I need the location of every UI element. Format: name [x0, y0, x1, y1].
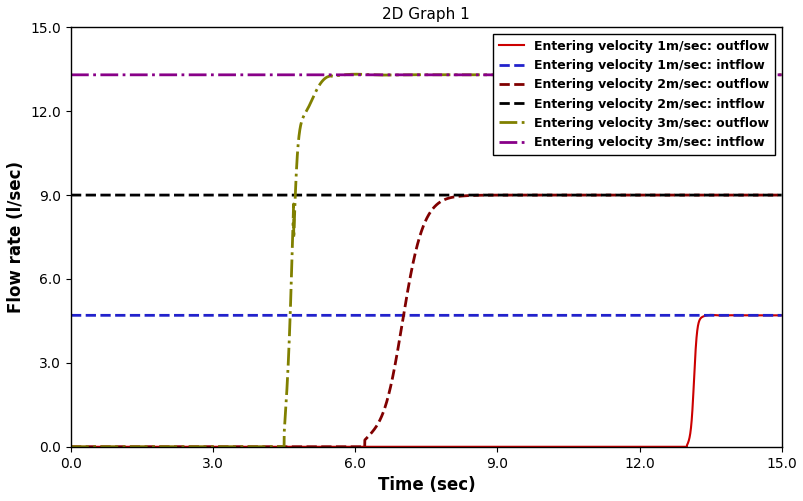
Entering velocity 3m/sec: intflow: (9, 13.3): intflow: (9, 13.3)	[491, 72, 501, 78]
Entering velocity 1m/sec: intflow: (11.2, 4.7): intflow: (11.2, 4.7)	[596, 312, 605, 318]
Entering velocity 3m/sec: outflow: (12.3, 13.3): outflow: (12.3, 13.3)	[650, 72, 659, 78]
Entering velocity 3m/sec: intflow: (12.3, 13.3): intflow: (12.3, 13.3)	[650, 72, 659, 78]
Entering velocity 3m/sec: outflow: (6.01, 13.3): outflow: (6.01, 13.3)	[351, 71, 361, 77]
Title: 2D Graph 1: 2D Graph 1	[382, 7, 470, 22]
Entering velocity 1m/sec: outflow: (2.72, 0): outflow: (2.72, 0)	[195, 444, 205, 450]
Entering velocity 3m/sec: intflow: (15, 13.3): intflow: (15, 13.3)	[776, 72, 785, 78]
Entering velocity 1m/sec: intflow: (15, 4.7): intflow: (15, 4.7)	[776, 312, 785, 318]
Entering velocity 1m/sec: intflow: (9, 4.7): intflow: (9, 4.7)	[491, 312, 501, 318]
Line: Entering velocity 3m/sec: outflow: Entering velocity 3m/sec: outflow	[71, 74, 781, 447]
Entering velocity 2m/sec: outflow: (0, 0): outflow: (0, 0)	[66, 444, 75, 450]
Entering velocity 3m/sec: intflow: (0, 13.3): intflow: (0, 13.3)	[66, 72, 75, 78]
Entering velocity 2m/sec: intflow: (11.2, 9): intflow: (11.2, 9)	[596, 192, 605, 198]
Entering velocity 2m/sec: intflow: (15, 9): intflow: (15, 9)	[776, 192, 785, 198]
Entering velocity 1m/sec: intflow: (9.75, 4.7): intflow: (9.75, 4.7)	[528, 312, 537, 318]
Entering velocity 1m/sec: outflow: (5.73, 0): outflow: (5.73, 0)	[337, 444, 347, 450]
Entering velocity 2m/sec: outflow: (12.3, 9): outflow: (12.3, 9)	[650, 192, 659, 198]
Entering velocity 3m/sec: outflow: (9, 13.3): outflow: (9, 13.3)	[492, 72, 502, 78]
Line: Entering velocity 1m/sec: outflow: Entering velocity 1m/sec: outflow	[71, 315, 781, 447]
Entering velocity 3m/sec: outflow: (15, 13.3): outflow: (15, 13.3)	[776, 72, 785, 78]
Entering velocity 1m/sec: intflow: (2.72, 4.7): intflow: (2.72, 4.7)	[195, 312, 205, 318]
Entering velocity 3m/sec: outflow: (9.76, 13.3): outflow: (9.76, 13.3)	[528, 72, 537, 78]
Entering velocity 1m/sec: outflow: (9.75, 0): outflow: (9.75, 0)	[528, 444, 537, 450]
Legend: Entering velocity 1m/sec: outflow, Entering velocity 1m/sec: intflow, Entering v: Entering velocity 1m/sec: outflow, Enter…	[492, 34, 774, 155]
Y-axis label: Flow rate (l/sec): Flow rate (l/sec)	[7, 161, 25, 313]
Entering velocity 1m/sec: outflow: (15, 4.7): outflow: (15, 4.7)	[776, 312, 785, 318]
Entering velocity 1m/sec: outflow: (12.3, 0): outflow: (12.3, 0)	[650, 444, 659, 450]
Entering velocity 2m/sec: outflow: (5.73, 0): outflow: (5.73, 0)	[337, 444, 347, 450]
Entering velocity 1m/sec: outflow: (13.5, 4.72): outflow: (13.5, 4.72)	[705, 312, 715, 318]
Entering velocity 2m/sec: intflow: (12.3, 9): intflow: (12.3, 9)	[650, 192, 659, 198]
Entering velocity 3m/sec: intflow: (5.73, 13.3): intflow: (5.73, 13.3)	[337, 72, 347, 78]
Line: Entering velocity 2m/sec: outflow: Entering velocity 2m/sec: outflow	[71, 195, 781, 447]
Entering velocity 2m/sec: intflow: (2.72, 9): intflow: (2.72, 9)	[195, 192, 205, 198]
Entering velocity 2m/sec: outflow: (9.75, 9): outflow: (9.75, 9)	[528, 192, 537, 198]
Entering velocity 1m/sec: intflow: (12.3, 4.7): intflow: (12.3, 4.7)	[650, 312, 659, 318]
Entering velocity 2m/sec: intflow: (9.75, 9): intflow: (9.75, 9)	[528, 192, 537, 198]
Entering velocity 2m/sec: intflow: (9, 9): intflow: (9, 9)	[491, 192, 501, 198]
Entering velocity 2m/sec: intflow: (5.73, 9): intflow: (5.73, 9)	[337, 192, 347, 198]
Entering velocity 1m/sec: intflow: (5.73, 4.7): intflow: (5.73, 4.7)	[337, 312, 347, 318]
Entering velocity 2m/sec: intflow: (0, 9): intflow: (0, 9)	[66, 192, 75, 198]
Entering velocity 2m/sec: outflow: (10.3, 9): outflow: (10.3, 9)	[554, 192, 564, 198]
Entering velocity 3m/sec: intflow: (11.2, 13.3): intflow: (11.2, 13.3)	[596, 72, 605, 78]
Entering velocity 1m/sec: intflow: (0, 4.7): intflow: (0, 4.7)	[66, 312, 75, 318]
Entering velocity 2m/sec: outflow: (15, 9): outflow: (15, 9)	[776, 192, 785, 198]
Entering velocity 1m/sec: outflow: (11.2, 0): outflow: (11.2, 0)	[596, 444, 605, 450]
Entering velocity 1m/sec: outflow: (0, 0): outflow: (0, 0)	[66, 444, 75, 450]
Entering velocity 3m/sec: outflow: (2.72, 0): outflow: (2.72, 0)	[195, 444, 205, 450]
Entering velocity 3m/sec: intflow: (2.72, 13.3): intflow: (2.72, 13.3)	[195, 72, 205, 78]
Entering velocity 3m/sec: outflow: (5.73, 13.3): outflow: (5.73, 13.3)	[337, 72, 347, 78]
Entering velocity 2m/sec: outflow: (9, 9): outflow: (9, 9)	[491, 192, 501, 198]
Entering velocity 1m/sec: outflow: (9, 0): outflow: (9, 0)	[491, 444, 501, 450]
X-axis label: Time (sec): Time (sec)	[377, 476, 475, 494]
Entering velocity 3m/sec: outflow: (0, 0): outflow: (0, 0)	[66, 444, 75, 450]
Entering velocity 3m/sec: outflow: (11.2, 13.3): outflow: (11.2, 13.3)	[596, 72, 605, 78]
Entering velocity 2m/sec: outflow: (11.2, 9): outflow: (11.2, 9)	[596, 192, 605, 198]
Entering velocity 3m/sec: intflow: (9.75, 13.3): intflow: (9.75, 13.3)	[528, 72, 537, 78]
Entering velocity 2m/sec: outflow: (2.72, 0): outflow: (2.72, 0)	[195, 444, 205, 450]
